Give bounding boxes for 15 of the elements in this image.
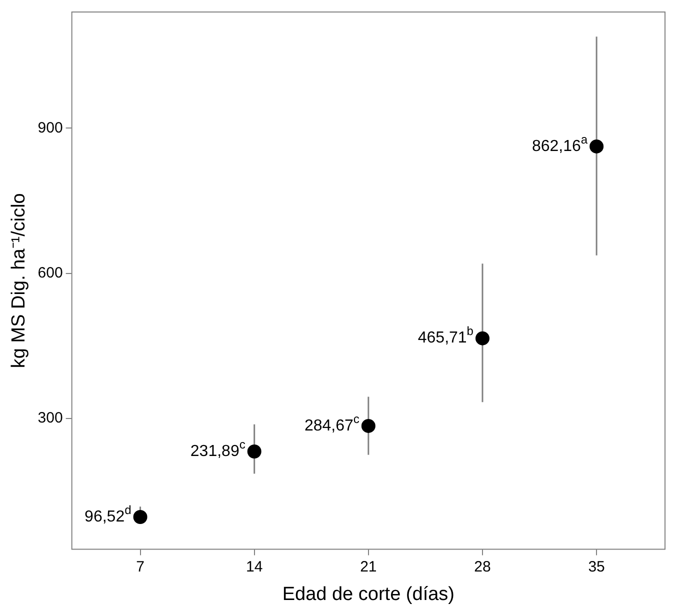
y-tick-label: 900 — [38, 119, 63, 136]
point — [247, 444, 262, 458]
x-tick-label: 21 — [360, 558, 377, 576]
x-tick-label: 28 — [474, 558, 491, 576]
y-tick-label: 300 — [38, 410, 63, 427]
x-tick-label: 14 — [246, 558, 263, 576]
point — [361, 418, 376, 433]
point — [133, 510, 148, 524]
point — [475, 331, 490, 346]
x-tick-label: 35 — [588, 558, 605, 576]
x-tick-label: 7 — [136, 558, 144, 576]
y-tick-label: 600 — [38, 264, 63, 282]
y-axis-title: kg MS Dig. ha⁻¹/ciclo — [8, 193, 30, 368]
point — [590, 139, 604, 154]
x-axis-title: Edad de corte (días) — [282, 584, 454, 605]
